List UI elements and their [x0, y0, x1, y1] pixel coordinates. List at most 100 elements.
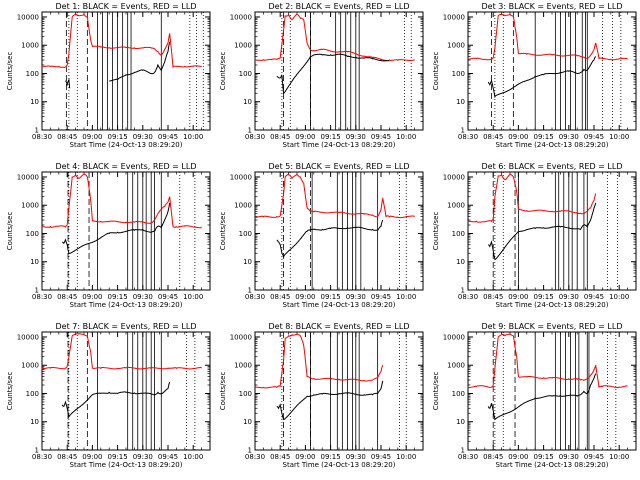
detector-panel-9: Det 9: BLACK = Events, RED = LLD 1 10 100 10… [432, 322, 637, 469]
y-tick-label: 100 [26, 390, 39, 398]
x-tick-label: 09:45 [371, 133, 391, 141]
x-tick-label: 09:00 [295, 453, 315, 461]
x-tick-label: 10:00 [609, 453, 629, 461]
y-tick-label: 10000 [17, 333, 39, 341]
y-tick-label: 10000 [230, 13, 252, 21]
panel-title: Det 4: BLACK = Events, RED = LLD [56, 162, 197, 171]
x-tick-label: 09:30 [559, 293, 579, 301]
y-tick-label: 100 [239, 390, 252, 398]
lld-series-line [254, 333, 384, 389]
events-series-line [276, 53, 390, 95]
x-tick-label: 09:00 [295, 293, 315, 301]
x-tick-label: 09:45 [584, 453, 604, 461]
x-tick-label: 09:30 [559, 133, 579, 141]
x-tick-label: 10:00 [396, 293, 416, 301]
x-tick-label: 08:30 [458, 453, 478, 461]
x-tick-label: 09:00 [295, 133, 315, 141]
y-tick-label: 1 [35, 287, 39, 295]
events-series-line [487, 56, 597, 99]
y-tick-label: 10000 [230, 333, 252, 341]
events-series-line [276, 219, 384, 259]
panel-title: Det 5: BLACK = Events, RED = LLD [269, 162, 410, 171]
panel-title: Det 8: BLACK = Events, RED = LLD [269, 322, 410, 331]
detector-panel-3: Det 3: BLACK = Events, RED = LLD 1 10 100 10… [432, 2, 637, 149]
y-tick-label: 100 [26, 70, 39, 78]
y-axis-label: Counts/sec [219, 212, 227, 251]
x-axis-label: Start Time (24-Oct-13 08:29:20) [283, 461, 396, 469]
y-tick-label: 10000 [230, 173, 252, 181]
y-tick-label: 100 [452, 70, 465, 78]
lld-series-line [467, 333, 628, 389]
x-tick-label: 09:15 [321, 453, 341, 461]
x-tick-label: 09:45 [371, 293, 391, 301]
detector-panel-2: Det 2: BLACK = Events, RED = LLD 1 10 100 10… [219, 2, 424, 149]
y-tick-label: 1000 [447, 42, 465, 50]
y-tick-label: 1000 [234, 202, 252, 210]
y-axis-label: Counts/sec [219, 52, 227, 91]
y-axis-label: Counts/sec [6, 52, 14, 91]
x-tick-label: 09:45 [158, 453, 178, 461]
y-tick-label: 10000 [443, 333, 465, 341]
y-tick-label: 10 [243, 418, 252, 426]
events-series-line [487, 202, 597, 261]
x-tick-label: 08:45 [270, 133, 290, 141]
x-tick-label: 09:30 [346, 293, 366, 301]
y-tick-label: 1000 [21, 362, 39, 370]
x-tick-label: 10:00 [609, 293, 629, 301]
y-tick-label: 100 [452, 230, 465, 238]
x-axis-label: Start Time (24-Oct-13 08:29:20) [496, 141, 609, 149]
detector-panel-1: Det 1: BLACK = Events, RED = LLD 1 10 100 10… [6, 2, 211, 149]
y-tick-label: 10 [456, 98, 465, 106]
events-series-line [65, 41, 171, 89]
x-tick-label: 09:15 [534, 293, 554, 301]
lld-series-line [41, 333, 202, 370]
x-tick-label: 08:45 [57, 133, 77, 141]
x-tick-label: 09:00 [82, 453, 102, 461]
y-tick-label: 1 [248, 287, 252, 295]
x-axis-label: Start Time (24-Oct-13 08:29:20) [496, 461, 609, 469]
events-series-line [61, 202, 171, 255]
y-tick-label: 1 [461, 287, 465, 295]
y-tick-label: 10000 [17, 13, 39, 21]
x-tick-label: 10:00 [396, 133, 416, 141]
y-axis-label: Counts/sec [432, 372, 440, 411]
detector-panel-5: Det 5: BLACK = Events, RED = LLD 1 10 100 10… [219, 162, 424, 309]
y-tick-label: 10000 [17, 173, 39, 181]
plot-frame [254, 331, 424, 451]
x-tick-label: 09:45 [584, 133, 604, 141]
plot-frame [254, 171, 424, 291]
x-tick-label: 09:30 [346, 453, 366, 461]
lld-series-line [467, 173, 597, 223]
y-tick-label: 1 [461, 127, 465, 135]
y-tick-label: 1000 [447, 362, 465, 370]
x-tick-label: 08:45 [483, 133, 503, 141]
panel-title: Det 3: BLACK = Events, RED = LLD [482, 2, 623, 11]
x-axis-label: Start Time (24-Oct-13 08:29:20) [70, 141, 183, 149]
y-tick-label: 10000 [443, 13, 465, 21]
detector-panel-6: Det 6: BLACK = Events, RED = LLD 1 10 100 10… [432, 162, 637, 309]
x-tick-label: 09:30 [133, 453, 153, 461]
y-tick-label: 1000 [21, 42, 39, 50]
x-tick-label: 08:45 [57, 453, 77, 461]
x-tick-label: 10:00 [396, 453, 416, 461]
x-tick-label: 10:00 [183, 133, 203, 141]
x-tick-label: 09:15 [108, 133, 128, 141]
x-tick-label: 09:00 [82, 133, 102, 141]
x-tick-label: 08:30 [32, 293, 52, 301]
y-axis-label: Counts/sec [6, 372, 14, 411]
y-tick-label: 1 [248, 127, 252, 135]
x-tick-label: 09:45 [158, 293, 178, 301]
x-tick-label: 08:30 [245, 293, 265, 301]
x-tick-label: 09:30 [133, 293, 153, 301]
x-tick-label: 09:45 [371, 453, 391, 461]
x-axis-label: Start Time (24-Oct-13 08:29:20) [283, 301, 396, 309]
y-tick-label: 1000 [447, 202, 465, 210]
x-tick-label: 10:00 [183, 293, 203, 301]
panel-title: Det 7: BLACK = Events, RED = LLD [56, 322, 197, 331]
y-tick-label: 1 [35, 447, 39, 455]
y-tick-label: 1 [35, 127, 39, 135]
detector-panel-8: Det 8: BLACK = Events, RED = LLD 1 10 100 10… [219, 322, 424, 469]
x-tick-label: 09:15 [534, 453, 554, 461]
y-tick-label: 10 [243, 98, 252, 106]
